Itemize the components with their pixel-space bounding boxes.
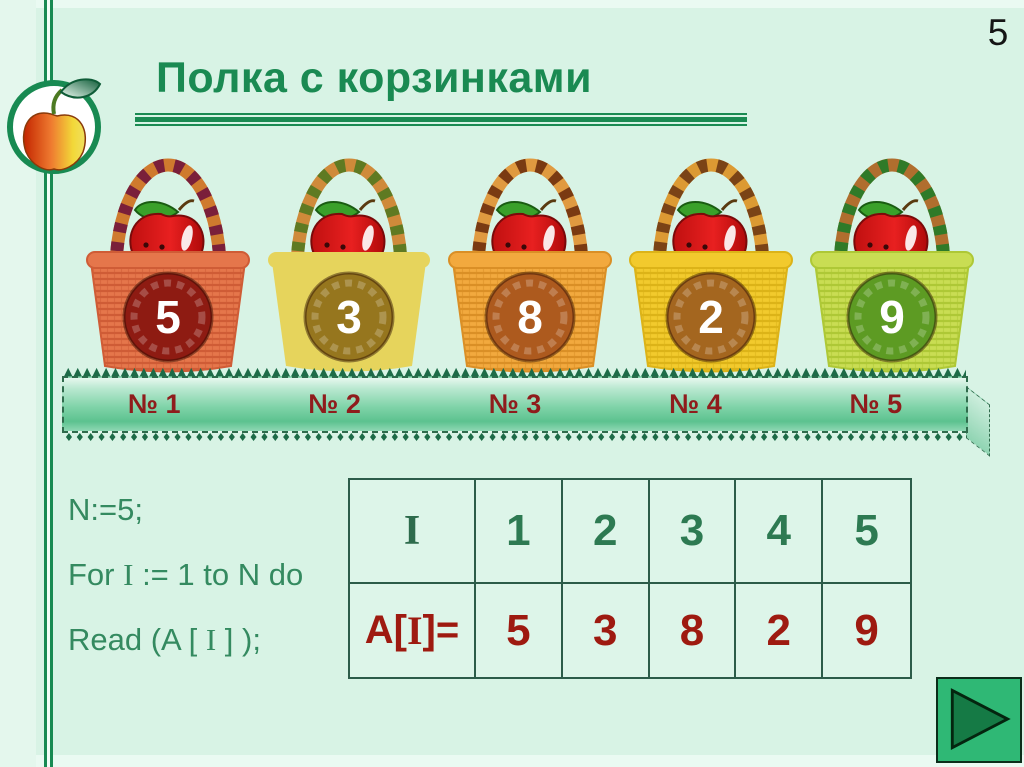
basket-plate bbox=[846, 271, 938, 363]
basket-number: 8 bbox=[517, 291, 543, 343]
shelf-ornament-top: ▲▲▲▲▲▲▲▲▲▲▲▲▲▲▲▲▲▲▲▲▲▲▲▲▲▲▲▲▲▲▲▲▲▲▲▲▲▲▲▲… bbox=[64, 367, 966, 377]
basket-rim bbox=[629, 251, 793, 269]
basket-number: 5 bbox=[155, 291, 181, 343]
shelf-label: № 1 bbox=[127, 389, 181, 419]
basket-handle bbox=[290, 158, 408, 277]
table-index-cell: 2 bbox=[562, 480, 650, 584]
play-right-icon bbox=[950, 688, 1011, 751]
table-value-cell: 2 bbox=[736, 584, 824, 677]
basket-rim bbox=[448, 251, 612, 269]
apple-logo bbox=[0, 62, 111, 182]
basket-handle bbox=[109, 158, 227, 277]
basket-graphic: 3 bbox=[268, 158, 430, 372]
table-header-i: I bbox=[350, 480, 476, 584]
code-block: N:=5; For I := 1 to N do Read (A [ I ] ); bbox=[68, 492, 303, 687]
basket-graphic: 5 bbox=[86, 158, 250, 373]
basket-plate bbox=[303, 271, 395, 363]
basket-handle bbox=[652, 158, 770, 277]
array-table: I 1 2 3 4 5 A[I]= 5 3 8 2 9 bbox=[348, 478, 912, 679]
apple-logo-icon bbox=[7, 78, 102, 174]
bottom-edge-strip bbox=[0, 755, 1024, 767]
table-index-cell: 3 bbox=[649, 480, 737, 584]
shelf-label: № 5 bbox=[849, 389, 903, 419]
shelf-label: № 4 bbox=[669, 389, 722, 419]
page-title: Полка с корзинками bbox=[156, 54, 593, 102]
top-edge-strip bbox=[0, 0, 1024, 8]
table-value-cell: 9 bbox=[854, 605, 879, 655]
basket-rim bbox=[86, 251, 250, 269]
table-index-cell: 1 bbox=[476, 480, 563, 584]
basket-number: 9 bbox=[879, 291, 905, 343]
basket-5: 9 bbox=[807, 150, 977, 380]
table-index-cell: 4 bbox=[736, 480, 824, 584]
basket-number: 2 bbox=[698, 291, 724, 343]
basket-plate bbox=[122, 271, 214, 363]
basket-plate bbox=[665, 271, 757, 363]
basket-graphic: 9 bbox=[810, 158, 974, 373]
basket-handle bbox=[833, 158, 951, 277]
basket-3: 8 bbox=[445, 150, 615, 380]
title-underline bbox=[135, 113, 747, 126]
code-line: N:=5; bbox=[68, 492, 143, 527]
basket-rim bbox=[268, 252, 430, 268]
shelf-labels: № 1 № 2 № 3 № 4 № 5 bbox=[64, 378, 966, 431]
table-index-cell: 5 bbox=[823, 480, 910, 584]
shelf-side-3d bbox=[966, 386, 990, 457]
basket-rim bbox=[810, 251, 974, 269]
shelf-ornament-bottom: ♦♦♦♦♦♦♦♦♦♦♦♦♦♦♦♦♦♦♦♦♦♦♦♦♦♦♦♦♦♦♦♦♦♦♦♦♦♦♦♦… bbox=[64, 433, 966, 443]
table-value-cell: 5 bbox=[476, 584, 563, 677]
page-number: 5 bbox=[987, 12, 1009, 53]
next-slide-button[interactable] bbox=[936, 677, 1022, 763]
basket-4: 2 bbox=[626, 150, 796, 380]
vertical-rule bbox=[44, 0, 53, 767]
basket-graphic: 8 bbox=[448, 158, 612, 373]
basket-handle bbox=[471, 158, 589, 277]
basket-number: 3 bbox=[336, 291, 362, 343]
basket-plate bbox=[484, 271, 576, 363]
table-value-cell: 8 bbox=[650, 584, 737, 677]
table-row-label: A[I]= bbox=[350, 584, 476, 677]
shelf-label: № 2 bbox=[308, 389, 361, 419]
basket-1: 5 bbox=[83, 150, 253, 380]
basket-2: 3 bbox=[264, 150, 434, 380]
shelf-label: № 3 bbox=[488, 389, 542, 419]
code-line: Read (A [ I ] ); bbox=[68, 622, 261, 657]
table-value-cell: 3 bbox=[563, 584, 650, 677]
basket-graphic: 2 bbox=[629, 158, 793, 373]
code-line: For I := 1 to N do bbox=[68, 557, 304, 592]
shelf: ▲▲▲▲▲▲▲▲▲▲▲▲▲▲▲▲▲▲▲▲▲▲▲▲▲▲▲▲▲▲▲▲▲▲▲▲▲▲▲▲… bbox=[62, 367, 968, 443]
